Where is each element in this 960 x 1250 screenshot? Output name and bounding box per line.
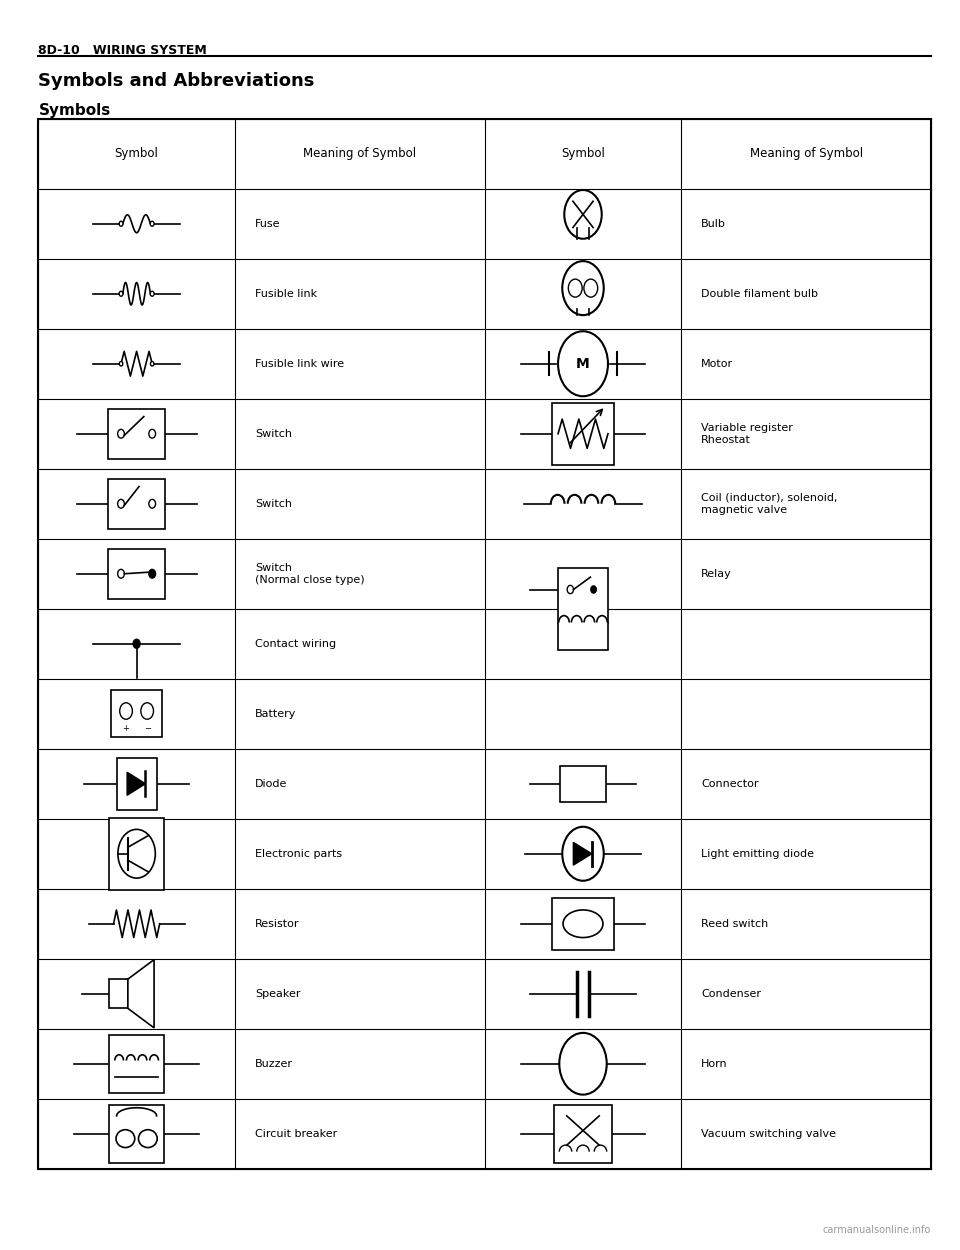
Text: Bulb: Bulb (701, 219, 726, 229)
Text: Fusible link: Fusible link (254, 289, 317, 299)
Text: Circuit breaker: Circuit breaker (254, 1129, 337, 1139)
Circle shape (120, 703, 132, 719)
Text: Meaning of Symbol: Meaning of Symbol (750, 148, 863, 160)
Circle shape (149, 570, 156, 578)
Bar (552, 898, 614, 950)
Ellipse shape (563, 910, 603, 938)
Bar (111, 690, 162, 738)
Circle shape (119, 221, 123, 226)
Circle shape (118, 830, 156, 877)
Text: Symbol: Symbol (561, 148, 605, 160)
Bar (558, 568, 609, 650)
Circle shape (141, 703, 154, 719)
Circle shape (118, 570, 125, 578)
Polygon shape (573, 842, 591, 865)
Ellipse shape (138, 1130, 157, 1148)
Text: Vacuum switching valve: Vacuum switching valve (701, 1129, 836, 1139)
Circle shape (560, 1032, 607, 1095)
Circle shape (151, 361, 154, 366)
Circle shape (568, 279, 582, 298)
Circle shape (151, 291, 154, 296)
Circle shape (118, 499, 125, 508)
Bar (38, 119, 931, 1169)
Text: Fusible link wire: Fusible link wire (254, 359, 344, 369)
Bar (109, 979, 128, 1009)
Text: Switch
(Normal close type): Switch (Normal close type) (254, 562, 365, 585)
Text: Symbols and Abbreviations: Symbols and Abbreviations (38, 72, 315, 90)
Text: Coil (inductor), solenoid,
magnetic valve: Coil (inductor), solenoid, magnetic valv… (701, 492, 838, 515)
Text: Symbol: Symbol (114, 148, 158, 160)
Bar (108, 479, 165, 529)
Text: Diode: Diode (254, 779, 287, 789)
Text: Reed switch: Reed switch (701, 919, 768, 929)
Text: Light emitting diode: Light emitting diode (701, 849, 814, 859)
Text: Meaning of Symbol: Meaning of Symbol (303, 148, 417, 160)
Text: 8D-10   WIRING SYSTEM: 8D-10 WIRING SYSTEM (38, 44, 207, 56)
Text: Condenser: Condenser (701, 989, 761, 999)
Text: Switch: Switch (254, 499, 292, 509)
Circle shape (563, 826, 604, 881)
Text: Relay: Relay (701, 569, 732, 579)
Circle shape (149, 429, 156, 438)
Bar (116, 758, 156, 810)
Circle shape (151, 221, 154, 226)
Circle shape (584, 279, 598, 298)
Circle shape (119, 361, 123, 366)
Circle shape (119, 291, 123, 296)
Text: −: − (144, 724, 151, 734)
Bar (109, 818, 164, 890)
Text: Symbols: Symbols (38, 102, 110, 118)
Text: Fuse: Fuse (254, 219, 280, 229)
Text: Battery: Battery (254, 709, 297, 719)
Polygon shape (128, 960, 154, 1028)
Ellipse shape (116, 1130, 134, 1148)
Text: carmanualsonline.info: carmanualsonline.info (823, 1225, 931, 1235)
Bar (560, 766, 607, 801)
Text: Horn: Horn (701, 1059, 728, 1069)
Bar (552, 402, 614, 465)
Text: Double filament bulb: Double filament bulb (701, 289, 818, 299)
Circle shape (149, 499, 156, 508)
Circle shape (133, 639, 140, 649)
Text: Electronic parts: Electronic parts (254, 849, 342, 859)
Text: Switch: Switch (254, 429, 292, 439)
Circle shape (558, 331, 608, 396)
Text: +: + (123, 724, 130, 734)
Circle shape (590, 586, 596, 592)
Text: Connector: Connector (701, 779, 758, 789)
Bar (108, 409, 165, 459)
Circle shape (564, 190, 602, 239)
Bar (109, 1105, 164, 1162)
Text: Speaker: Speaker (254, 989, 300, 999)
Circle shape (567, 585, 573, 594)
Text: Variable register
Rheostat: Variable register Rheostat (701, 422, 793, 445)
Bar (109, 1035, 164, 1092)
Bar (554, 1105, 612, 1162)
Circle shape (118, 429, 125, 438)
Circle shape (563, 261, 604, 315)
Text: Contact wiring: Contact wiring (254, 639, 336, 649)
Polygon shape (127, 772, 146, 795)
Text: Buzzer: Buzzer (254, 1059, 293, 1069)
Text: M: M (576, 356, 589, 371)
Text: Resistor: Resistor (254, 919, 300, 929)
Text: Motor: Motor (701, 359, 733, 369)
Bar (108, 549, 165, 599)
